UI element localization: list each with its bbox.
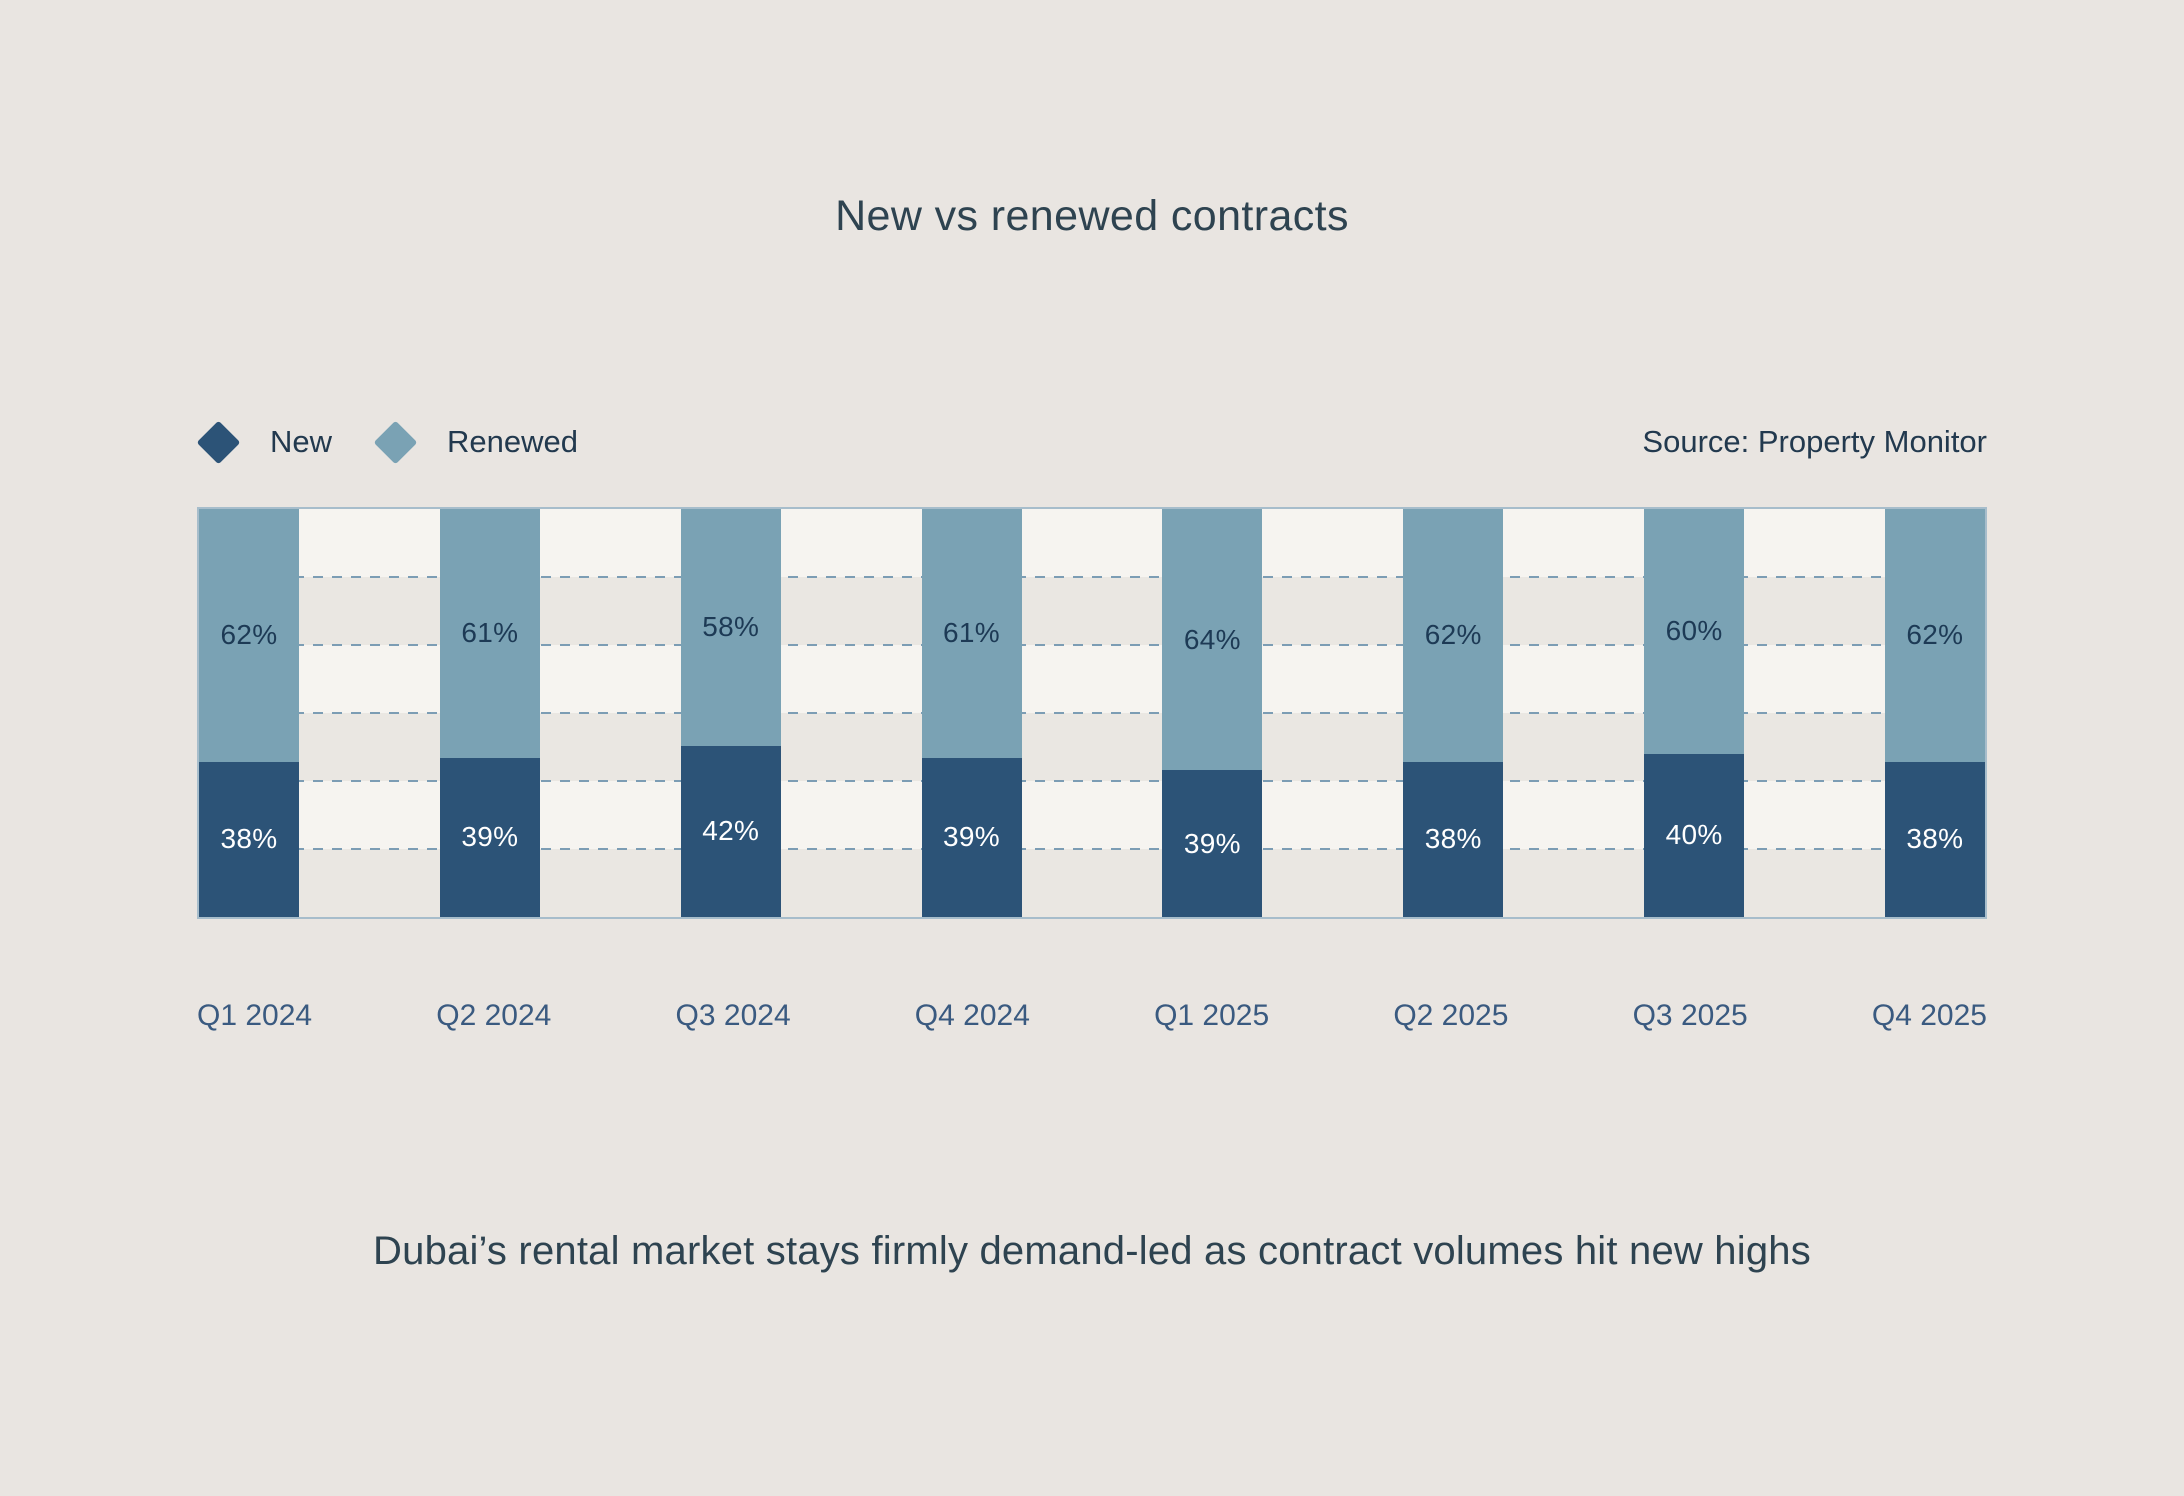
legend-label: Renewed <box>447 424 578 459</box>
bar-column-q1-2024: 62% 38% <box>199 509 299 917</box>
legend-diamond-icon <box>373 420 418 464</box>
dashed-gridline <box>199 779 1985 782</box>
segment-new-q2-2025: 38% <box>1403 761 1504 917</box>
segment-renewed-q4-2024: 61% <box>921 509 1022 758</box>
value-label-new: 39% <box>943 821 1000 853</box>
segment-new-q3-2024: 42% <box>680 745 781 917</box>
x-axis-label-q1-2025: Q1 2025 <box>1154 999 1270 1032</box>
value-label-renewed: 62% <box>1906 619 1964 651</box>
value-label-renewed: 61% <box>461 617 519 649</box>
chart-caption: Dubai’s rental market stays firmly deman… <box>373 1229 1811 1273</box>
segment-new-q1-2025: 39% <box>1162 770 1263 917</box>
segment-renewed-q3-2024: 58% <box>680 509 781 746</box>
segment-renewed-q3-2025: 60% <box>1644 509 1745 754</box>
bar-column-q2-2025: 62% 38% <box>1403 509 1504 917</box>
segment-new-q3-2025: 40% <box>1644 753 1745 917</box>
segment-renewed-q2-2025: 62% <box>1403 509 1504 762</box>
value-label-new: 38% <box>1424 823 1482 855</box>
x-axis-label-q2-2025: Q2 2025 <box>1393 999 1509 1032</box>
segment-renewed-q1-2024: 62% <box>199 509 299 762</box>
legend-row: New Renewed Source: Property Monitor <box>196 420 1987 464</box>
value-label-renewed: 58% <box>702 611 760 643</box>
segment-new-q2-2024: 39% <box>439 757 540 917</box>
segment-new-q4-2025: 38% <box>1884 761 1985 917</box>
dashed-gridline <box>199 643 1985 646</box>
segment-renewed-q4-2025: 62% <box>1884 509 1985 762</box>
chart-content: New Renewed Source: Property Monitor 62% 3… <box>196 420 1987 1033</box>
x-axis-labels: Q1 2024 Q2 2024 Q3 2024 Q4 2024 Q1 2025 Q2 20… <box>197 999 1987 1033</box>
legend: New Renewed <box>196 420 578 464</box>
bar-column-q1-2025: 64% 39% <box>1162 509 1263 917</box>
source-credit: Source: Property Monitor <box>1642 424 1987 459</box>
value-label-new: 40% <box>1665 819 1723 851</box>
legend-item-renewed: Renewed <box>373 420 578 464</box>
value-label-new: 39% <box>461 821 519 853</box>
value-label-renewed: 60% <box>1665 615 1723 647</box>
value-label-renewed: 62% <box>1424 619 1482 651</box>
value-label-new: 42% <box>702 815 760 847</box>
dashed-gridline <box>199 848 1985 850</box>
segment-renewed-q2-2024: 61% <box>439 509 540 758</box>
value-label-new: 39% <box>1183 827 1241 859</box>
bar-column-q4-2025: 62% 38% <box>1884 509 1985 917</box>
value-label-new: 38% <box>1906 823 1964 855</box>
dashed-gridline <box>199 575 1985 578</box>
x-axis-label-q3-2025: Q3 2025 <box>1632 999 1748 1032</box>
gridlines <box>199 509 1985 917</box>
x-axis-label-q4-2024: Q4 2024 <box>914 999 1030 1032</box>
legend-item-new: New <box>196 420 333 464</box>
segment-new-q4-2024: 39% <box>921 757 1022 917</box>
legend-label: New <box>270 424 333 459</box>
x-axis-label-q4-2025: Q4 2025 <box>1871 999 1987 1032</box>
segment-new-q1-2024: 38% <box>199 761 299 917</box>
value-label-renewed: 61% <box>943 617 1000 649</box>
x-axis-label-q3-2024: Q3 2024 <box>675 999 791 1032</box>
bar-column-q3-2025: 60% 40% <box>1644 509 1745 917</box>
value-label-new: 38% <box>220 823 278 855</box>
bar-column-q2-2024: 61% 39% <box>439 509 540 917</box>
value-label-renewed: 62% <box>220 619 278 651</box>
bar-column-q4-2024: 61% 39% <box>921 509 1022 917</box>
chart-title: New vs renewed contracts <box>835 192 1349 240</box>
bar-column-q3-2024: 58% 42% <box>680 509 781 917</box>
plot-area: 62% 38% 61% 39% 58% 42% 61% 39% 64% 39% 62% 38% 60% 4… <box>197 507 1987 919</box>
value-label-renewed: 64% <box>1183 623 1241 655</box>
dashed-gridline <box>199 712 1985 714</box>
x-axis-label-q1-2024: Q1 2024 <box>197 999 313 1032</box>
legend-diamond-icon <box>196 420 241 464</box>
x-axis-label-q2-2024: Q2 2024 <box>436 999 552 1032</box>
bar-series: 62% 38% 61% 39% 58% 42% 61% 39% 64% 39% 62% 38% 60% 4… <box>199 509 1985 917</box>
segment-renewed-q1-2025: 64% <box>1162 509 1263 771</box>
